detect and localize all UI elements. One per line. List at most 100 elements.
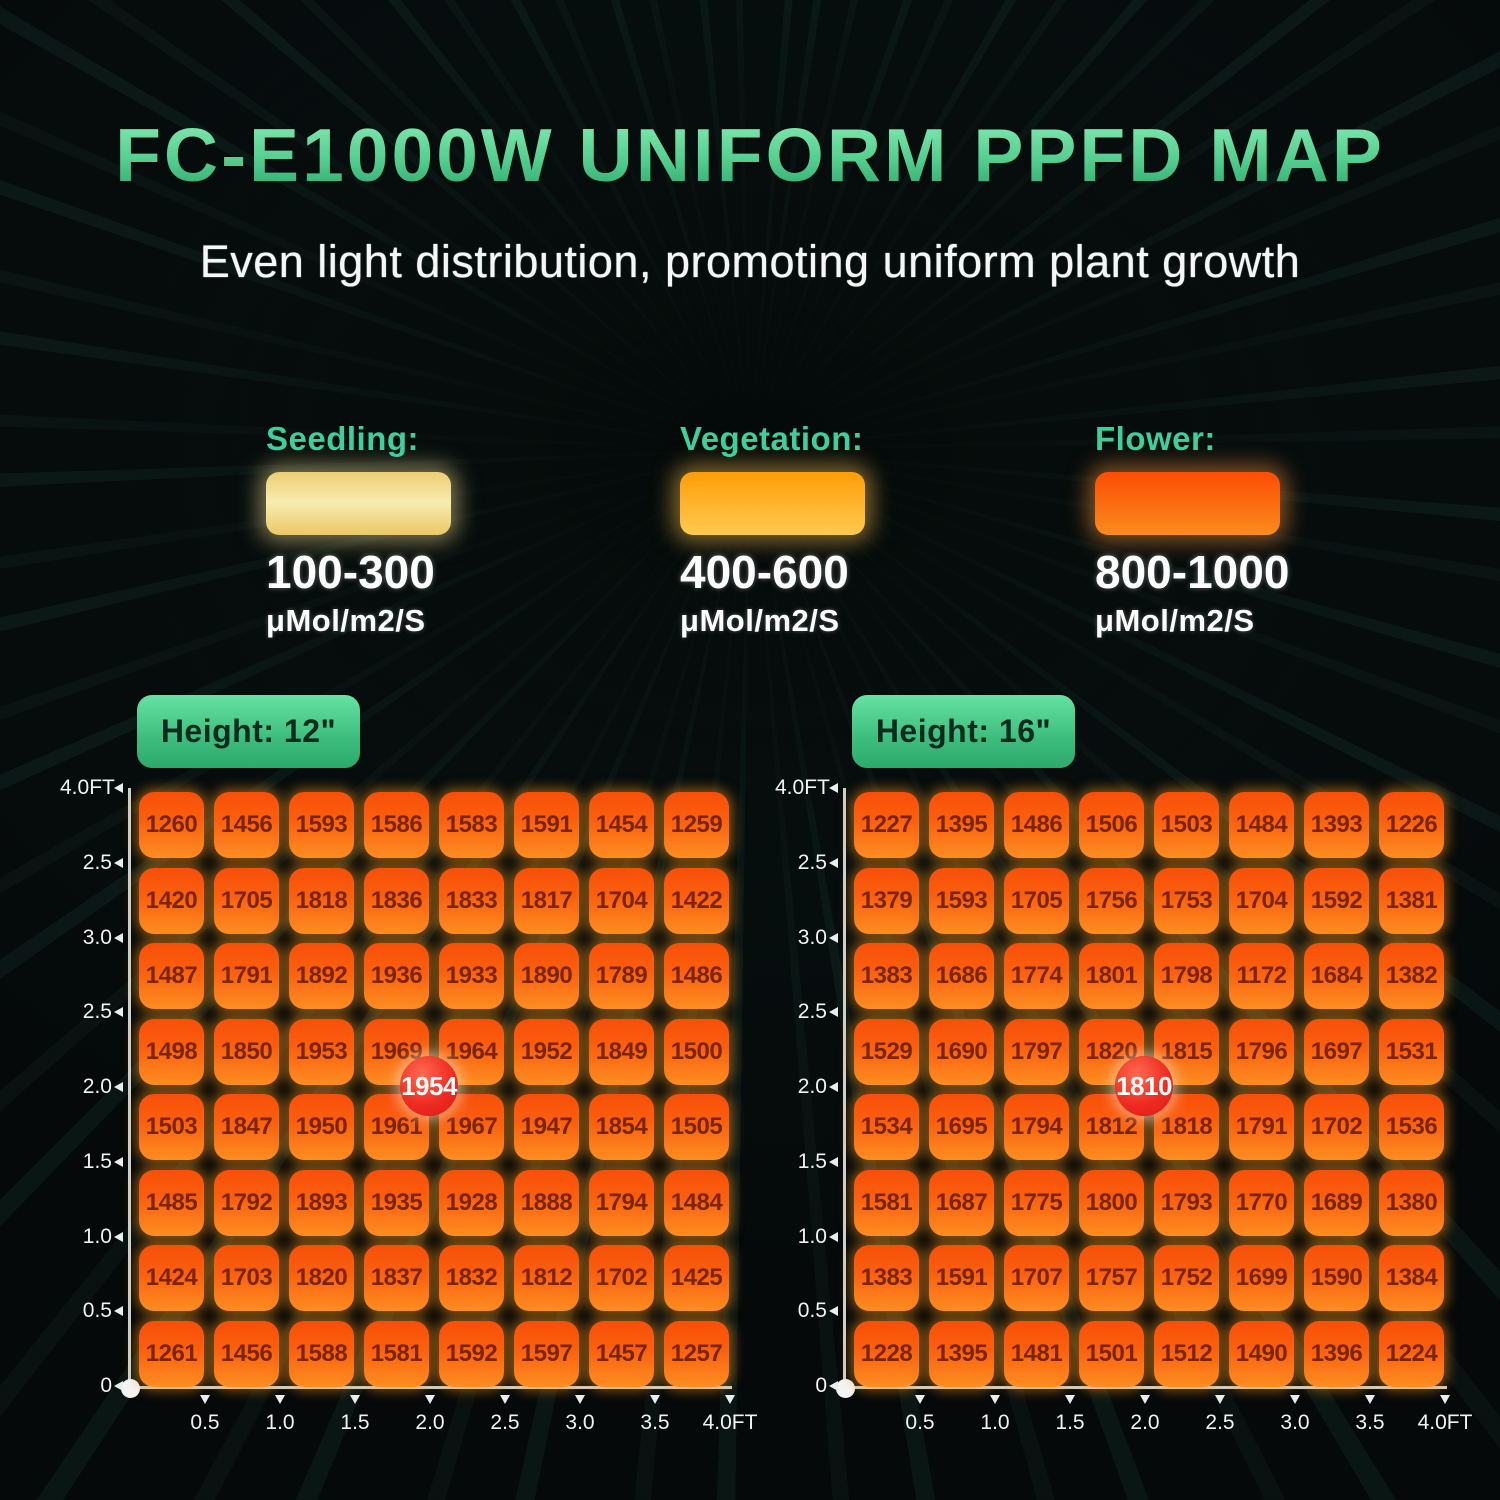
y-tick-marker-icon — [114, 1156, 123, 1167]
ppfd-cell: 1817 — [514, 867, 579, 934]
ppfd-cell: 1703 — [214, 1245, 279, 1311]
ppfd-cell: 1752 — [1154, 1245, 1219, 1311]
y-tick-marker-icon — [114, 1231, 123, 1242]
ppfd-cell: 1791 — [1229, 1094, 1294, 1160]
legend-item-seedling: Seedling: 100-300 μMol/m2/S — [266, 420, 451, 639]
ppfd-cell: 1591 — [929, 1245, 994, 1311]
ppfd-cell: 1534 — [854, 1094, 919, 1160]
legend-range-flower: 800-1000 — [1095, 546, 1290, 598]
ppfd-cell: 1689 — [1304, 1169, 1369, 1236]
ppfd-cell: 1847 — [214, 1094, 279, 1160]
ppfd-cell: 1581 — [854, 1169, 919, 1236]
height-badge: Height: 12" — [137, 695, 360, 768]
ppfd-cell: 1597 — [514, 1320, 579, 1387]
ppfd-cell: 1952 — [514, 1018, 579, 1085]
axis-origin-dot — [121, 1379, 140, 1398]
ppfd-cell: 1928 — [439, 1169, 504, 1236]
y-tick-marker-icon — [829, 1082, 838, 1092]
ppfd-cell: 1697 — [1304, 1018, 1369, 1085]
ppfd-cell: 1812 — [1079, 1094, 1144, 1160]
ppfd-cell: 1950 — [289, 1094, 354, 1160]
ppfd-cell: 1485 — [139, 1169, 204, 1236]
ppfd-cell: 1503 — [139, 1094, 204, 1160]
y-tick-label: 2.0 — [82, 1075, 112, 1098]
ppfd-cell: 1456 — [214, 792, 279, 858]
ppfd-cell: 1383 — [854, 1245, 919, 1311]
y-tick-marker-icon — [829, 932, 838, 943]
ppfd-cell: 1818 — [289, 867, 354, 934]
ppfd-cell: 1695 — [929, 1094, 994, 1160]
ppfd-cell: 1501 — [1079, 1320, 1144, 1387]
ppfd-cell: 1793 — [1154, 1169, 1219, 1236]
y-tick-label: 0 — [815, 1374, 827, 1397]
legend-label-vegetation: Vegetation: — [680, 420, 864, 457]
ppfd-cell: 1800 — [1079, 1169, 1144, 1236]
x-tick-marker-icon — [275, 1395, 285, 1404]
ppfd-cell: 1261 — [139, 1320, 204, 1387]
ppfd-cell: 1536 — [1379, 1094, 1444, 1160]
x-tick-label: 1.0 — [265, 1411, 295, 1434]
ppfd-cell: 1593 — [929, 867, 994, 934]
ppfd-cell: 1893 — [289, 1169, 354, 1236]
x-tick-label: 2.5 — [490, 1411, 520, 1434]
ppfd-cell: 1588 — [289, 1320, 354, 1387]
x-tick-marker-icon — [350, 1395, 360, 1404]
legend-range-vegetation: 400-600 — [680, 546, 849, 598]
x-tick-marker-icon — [1290, 1395, 1300, 1404]
ppfd-cell: 1770 — [1229, 1169, 1294, 1236]
y-tick-marker-icon — [829, 1156, 838, 1167]
ppfd-cell: 1226 — [1379, 792, 1444, 858]
y-tick-label: 3.0 — [82, 925, 112, 949]
x-tick-label: 1.5 — [340, 1411, 370, 1434]
ppfd-cell: 1833 — [439, 867, 504, 934]
y-tick-label: 2.5 — [797, 1000, 827, 1024]
y-tick-marker-icon — [114, 857, 123, 868]
peak-value-badge: 1810 — [1115, 1056, 1173, 1116]
ppfd-cell: 1172 — [1229, 943, 1294, 1009]
ppfd-cell: 1512 — [1154, 1320, 1219, 1387]
x-tick-label: 1.0 — [980, 1411, 1010, 1434]
ppfd-cell: 1792 — [214, 1169, 279, 1236]
legend-swatch-flower — [1095, 472, 1280, 535]
ppfd-cell: 1396 — [1304, 1320, 1369, 1387]
ppfd-cell: 1503 — [1154, 792, 1219, 858]
x-tick-label: 2.0 — [415, 1411, 445, 1434]
x-tick-label: 4.0FT — [702, 1411, 758, 1434]
ppfd-cell: 1704 — [589, 867, 654, 934]
legend-item-vegetation: Vegetation: 400-600 μMol/m2/S — [680, 420, 865, 639]
y-tick-label: 2.5 — [82, 1000, 112, 1024]
height-badge: Height: 16" — [852, 695, 1075, 768]
ppfd-cell: 1798 — [1154, 943, 1219, 1009]
x-tick-label: 0.5 — [905, 1411, 935, 1434]
ppfd-cell: 1850 — [214, 1018, 279, 1085]
ppfd-cell: 1490 — [1229, 1320, 1294, 1387]
ppfd-cell: 1383 — [854, 943, 919, 1009]
x-tick-label: 3.5 — [640, 1411, 670, 1434]
ppfd-cell: 1260 — [139, 792, 204, 858]
ppfd-cell: 1395 — [929, 1320, 994, 1387]
x-tick-label: 1.5 — [1055, 1411, 1085, 1434]
y-axis-line — [843, 788, 846, 1388]
ppfd-cell: 1531 — [1379, 1018, 1444, 1085]
y-tick-label: 0.5 — [797, 1299, 827, 1323]
ppfd-cell: 1690 — [929, 1018, 994, 1085]
ppfd-chart-12in: Height: 12" 1260 1456 1593 1586 1583 1591 1454 1… — [60, 688, 760, 1468]
y-tick-label: 1.0 — [82, 1224, 112, 1248]
ppfd-cell: 1395 — [929, 792, 994, 858]
ppfd-cell: 1832 — [439, 1245, 504, 1311]
ppfd-cell: 1380 — [1379, 1169, 1444, 1236]
ppfd-cell: 1704 — [1229, 867, 1294, 934]
ppfd-cell: 1592 — [1304, 867, 1369, 934]
ppfd-cell: 1506 — [1079, 792, 1144, 858]
ppfd-cell: 1591 — [514, 792, 579, 858]
ppfd-cell: 1454 — [589, 792, 654, 858]
ppfd-cell: 1486 — [664, 943, 729, 1009]
x-tick-label: 3.5 — [1355, 1411, 1385, 1434]
legend-range-seedling: 100-300 — [266, 546, 435, 598]
ppfd-cell: 1801 — [1079, 943, 1144, 1009]
x-tick-label: 0.5 — [190, 1411, 220, 1434]
ppfd-cell: 1593 — [289, 792, 354, 858]
peak-value-badge: 1954 — [400, 1056, 458, 1116]
y-tick-marker-icon — [829, 783, 838, 793]
y-axis-line — [128, 788, 131, 1388]
